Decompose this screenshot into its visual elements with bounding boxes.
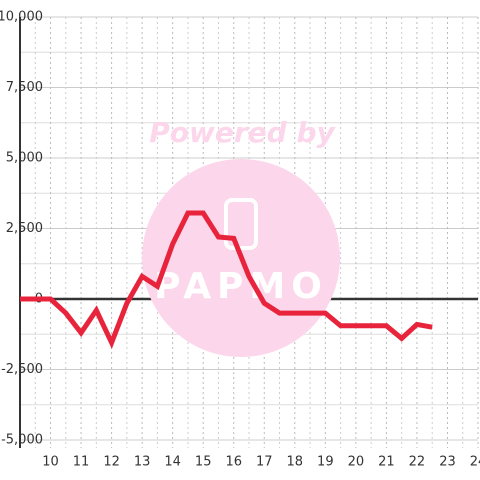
x-tick-label: 23 [439, 455, 456, 470]
y-tick-label: 2,500 [6, 221, 43, 236]
y-tick-label: -2,500 [1, 362, 43, 377]
x-tick-label: 19 [317, 455, 334, 470]
x-tick-label: 13 [134, 455, 151, 470]
x-tick-label: 10 [42, 455, 59, 470]
x-tick-label: 22 [409, 455, 426, 470]
x-tick-label: 21 [378, 455, 395, 470]
watermark-icon [224, 198, 258, 250]
x-tick-label: 12 [103, 455, 120, 470]
y-tick-label: 10,000 [0, 10, 43, 25]
data-line [20, 210, 433, 350]
x-tick-label: 15 [195, 455, 212, 470]
x-tick-label: 20 [348, 455, 365, 470]
x-tick-label: 18 [287, 455, 304, 470]
y-tick-label: -5,000 [1, 433, 43, 448]
y-tick-label: 5,000 [6, 151, 43, 166]
y-tick-label: 7,500 [6, 80, 43, 95]
watermark-text: Powered by [149, 116, 336, 149]
x-tick-label: 24 [470, 455, 480, 470]
watermark-text: PAPMO [154, 266, 328, 307]
x-tick-label: 11 [73, 455, 90, 470]
x-tick-label: 17 [256, 455, 273, 470]
x-tick-label: 14 [164, 455, 181, 470]
x-tick-label: 16 [225, 455, 242, 470]
